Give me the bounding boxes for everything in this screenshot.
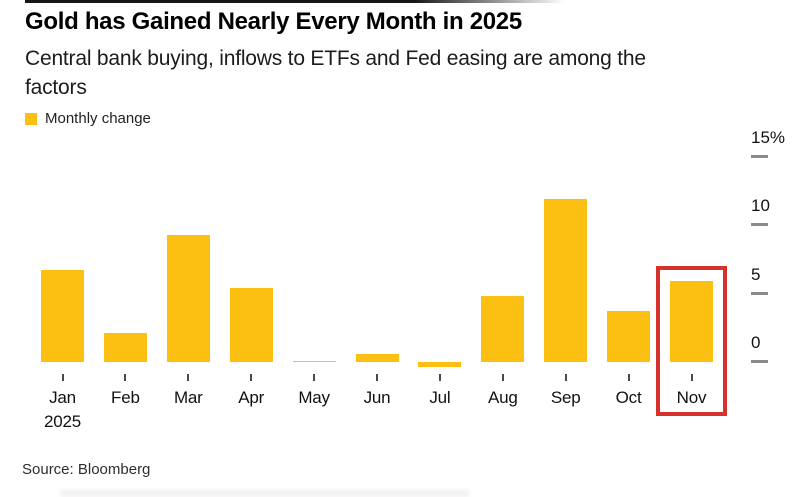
bar-may — [292, 360, 336, 362]
x-label-jan: Jan — [49, 388, 76, 407]
x-tick-apr — [250, 374, 253, 381]
bar-aug — [481, 296, 525, 362]
x-label-nov: Nov — [676, 388, 707, 407]
legend-swatch — [25, 112, 37, 125]
x-tick-mar — [187, 374, 190, 381]
y-tick-15 — [751, 155, 768, 159]
x-tick-feb — [124, 374, 127, 381]
top-border-line — [25, 0, 565, 3]
x-label-aug: Aug — [487, 388, 518, 407]
y-label-5: 5 — [751, 264, 761, 284]
x-tick-sep — [564, 374, 567, 381]
x-tick-oct — [627, 374, 630, 381]
bar-jun — [355, 353, 399, 362]
x-label-apr: Apr — [238, 388, 265, 407]
bar-jul — [418, 362, 462, 368]
bar-jan — [41, 270, 84, 362]
x-label-jul: Jul — [429, 388, 451, 407]
x-tick-aug — [501, 374, 504, 381]
chart-subtitle: Central bank buying, inflows to ETFs and… — [25, 44, 646, 102]
y-label-15: 15% — [751, 128, 786, 148]
bar-sep — [544, 199, 588, 362]
bar-mar — [166, 234, 210, 362]
x-label-sep: Sep — [550, 388, 581, 407]
chart-subtitle-line2: factors — [25, 76, 87, 99]
y-tick-0 — [751, 360, 768, 363]
x-tick-jan — [61, 374, 64, 381]
x-tick-jul — [438, 374, 441, 381]
bar-feb — [103, 333, 147, 362]
highlight-box-nov — [656, 266, 727, 416]
bottom-watermark-remnant — [60, 490, 470, 497]
source-note: Source: Bloomberg — [22, 461, 151, 478]
bar-apr — [229, 288, 273, 362]
x-label-feb: Feb — [111, 388, 140, 407]
y-label-10: 10 — [751, 196, 770, 216]
x-label-year: 2025 — [43, 412, 82, 431]
y-tick-5 — [751, 291, 768, 295]
x-label-jun: Jun — [363, 388, 391, 407]
x-label-mar: Mar — [173, 388, 203, 407]
x-tick-nov — [690, 374, 693, 381]
chart-title: Gold has Gained Nearly Every Month in 20… — [25, 8, 522, 35]
x-tick-may — [313, 374, 316, 381]
legend: Monthly change — [25, 110, 151, 127]
x-tick-jun — [376, 374, 378, 381]
legend-label: Monthly change — [45, 110, 151, 127]
y-tick-10 — [751, 223, 768, 227]
chart-subtitle-line1: Central bank buying, inflows to ETFs and… — [25, 47, 646, 70]
x-label-oct: Oct — [615, 388, 642, 407]
bar-oct — [607, 311, 651, 362]
y-label-0: 0 — [751, 333, 761, 352]
bar-nov — [670, 281, 713, 362]
x-label-may: May — [298, 388, 330, 407]
